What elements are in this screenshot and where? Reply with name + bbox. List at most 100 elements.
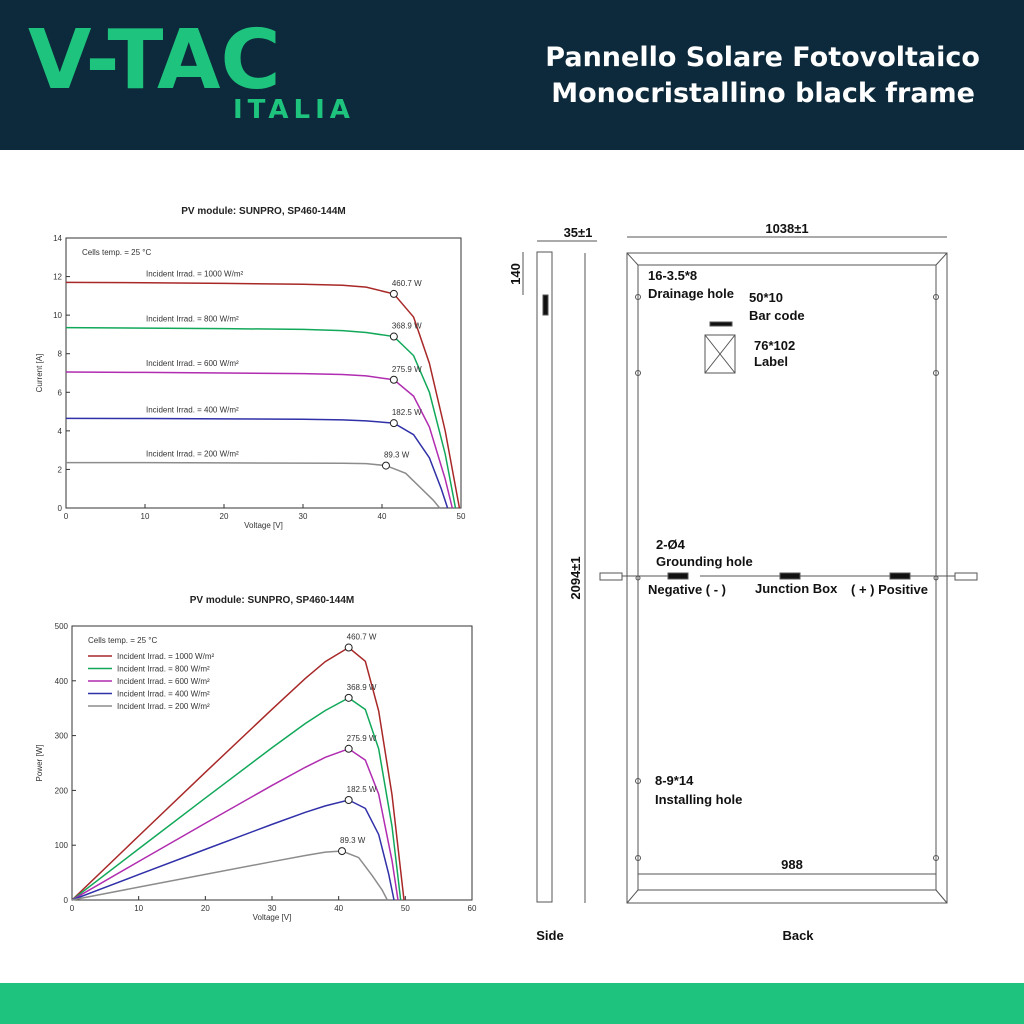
y-tick-label: 14	[53, 234, 62, 243]
series-line	[65, 326, 457, 509]
label-cross	[704, 334, 736, 374]
series-label: Incident Irrad. = 800 W/m²	[146, 315, 239, 324]
mpp-label: 275.9 W	[347, 734, 377, 743]
mpp-label: 368.9 W	[347, 683, 377, 692]
legend-label: Incident Irrad. = 400 W/m²	[117, 690, 210, 699]
drawing-label: Installing hole	[655, 792, 742, 807]
x-tick-label: 30	[268, 904, 277, 913]
x-tick-label: 0	[64, 512, 69, 521]
mpp-marker	[389, 289, 398, 298]
mpp-label: 89.3 W	[340, 836, 366, 845]
plot-frame	[65, 237, 462, 509]
drawing-label: 76*102	[754, 338, 795, 353]
hole	[933, 855, 939, 861]
hole	[635, 778, 641, 784]
hole	[933, 370, 939, 376]
x-tick-label: 30	[299, 512, 308, 521]
y-tick-label: 4	[58, 427, 63, 436]
side-profile	[536, 251, 553, 903]
x-tick-label: 0	[70, 904, 75, 913]
drawing-label: Grounding hole	[656, 554, 753, 569]
y-tick-label: 400	[55, 677, 69, 686]
footer-band	[0, 983, 1024, 1024]
mpp-marker	[389, 419, 398, 428]
x-axis-label: Voltage [V]	[253, 913, 292, 922]
x-tick-label: 20	[220, 512, 229, 521]
series-label: Incident Irrad. = 600 W/m²	[146, 359, 239, 368]
holes	[635, 294, 939, 861]
mpp-marker	[338, 847, 346, 856]
drawing-label: Bar code	[749, 308, 805, 323]
barcode	[709, 321, 733, 327]
mpp-label: 460.7 W	[347, 633, 377, 642]
series-line	[71, 747, 399, 901]
x-axis-label: Voltage [V]	[244, 521, 283, 530]
x-tick-label: 50	[457, 512, 466, 521]
mpp-marker	[344, 795, 353, 804]
drawing-label: Label	[754, 354, 788, 369]
x-tick-label: 40	[378, 512, 387, 521]
x-tick-label: 20	[201, 904, 210, 913]
mpp-label: 275.9 W	[392, 365, 422, 374]
mpp-label: 89.3 W	[384, 451, 410, 460]
series-label: Incident Irrad. = 1000 W/m²	[146, 269, 243, 278]
mpp-label: 182.5 W	[347, 785, 377, 794]
drawing-label: Drainage hole	[648, 286, 734, 301]
drawing-label: 2-Ø4	[656, 537, 686, 552]
drawing-label: ( + ) Positive	[851, 582, 928, 597]
dimension: 140	[508, 263, 523, 285]
series-line	[65, 281, 461, 509]
chart-title: PV module: SUNPRO, SP460-144M	[190, 595, 355, 606]
y-tick-label: 6	[58, 388, 63, 397]
dimension: 35±1	[564, 225, 593, 240]
junction-box	[889, 572, 911, 580]
drawing-label: 8-9*14	[655, 773, 694, 788]
annotation: Cells temp. = 25 °C	[82, 248, 151, 257]
frame-corner	[626, 252, 948, 904]
x-tick-label: 60	[468, 904, 477, 913]
logo: V-TAC	[28, 13, 281, 108]
series-label: Incident Irrad. = 400 W/m²	[146, 405, 239, 414]
series-line	[71, 696, 402, 901]
header-band	[0, 0, 1024, 150]
mpp-marker	[344, 744, 353, 753]
series-line	[71, 646, 405, 901]
page-title: Pannello Solare Fotovoltaico	[545, 42, 980, 73]
dimension: 1038±1	[765, 221, 808, 236]
annotation: Cells temp. = 25 °C	[88, 636, 157, 645]
series-line	[66, 461, 441, 509]
hole	[635, 855, 641, 861]
mpp-marker	[344, 693, 353, 702]
mpp-marker	[381, 461, 390, 470]
mpp-label: 460.7 W	[392, 279, 422, 288]
junction-box	[667, 572, 689, 580]
y-tick-label: 8	[58, 350, 63, 359]
dimension: 2094±1	[568, 556, 583, 599]
caption: Back	[782, 928, 814, 943]
panel-inner	[637, 264, 937, 891]
y-tick-label: 200	[55, 786, 69, 795]
label-box	[704, 334, 736, 374]
y-tick-label: 0	[64, 896, 69, 905]
logo-sub: ITALIA	[233, 95, 355, 125]
mpp-label: 182.5 W	[392, 408, 422, 417]
drawing-label: Negative ( - )	[648, 582, 726, 597]
drawing-label: 16-3.5*8	[648, 268, 697, 283]
x-tick-label: 10	[141, 512, 150, 521]
side-box	[542, 294, 549, 316]
hole	[635, 294, 641, 300]
legend-label: Incident Irrad. = 600 W/m²	[117, 677, 210, 686]
page-title: Monocristallino black frame	[551, 78, 975, 109]
drawing-label: 50*10	[749, 290, 783, 305]
technical-drawing	[522, 236, 978, 904]
y-tick-label: 2	[58, 465, 63, 474]
mpp-marker	[389, 375, 398, 384]
mpp-label: 368.9 W	[392, 322, 422, 331]
series-line	[71, 799, 395, 901]
dimension: 988	[781, 857, 803, 872]
series-label: Incident Irrad. = 200 W/m²	[146, 450, 239, 459]
mpp-marker	[389, 332, 398, 341]
series-line	[65, 417, 449, 509]
